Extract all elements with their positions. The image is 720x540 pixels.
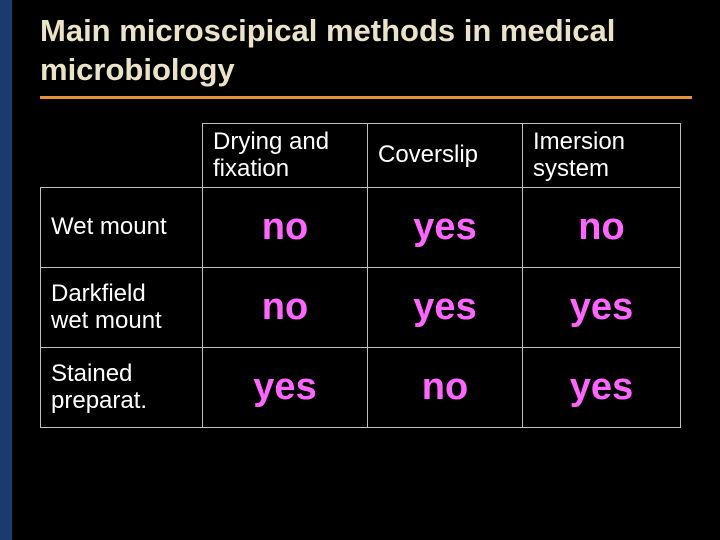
row-label: Stainedpreparat.: [41, 347, 203, 427]
cell-value: yes: [368, 267, 523, 347]
column-header: Imersion system: [523, 123, 681, 187]
cell-value: no: [523, 187, 681, 267]
cell-value: no: [203, 267, 368, 347]
slide-title: Main microscipical methods in medical mi…: [40, 12, 692, 99]
table-corner-cell: [41, 123, 203, 187]
cell-value: yes: [523, 347, 681, 427]
cell-value: no: [203, 187, 368, 267]
accent-bar: [0, 0, 12, 540]
table-row: Darkfieldwet mount no yes yes: [41, 267, 681, 347]
cell-value: yes: [203, 347, 368, 427]
row-label: Wet mount: [41, 187, 203, 267]
table: Drying and fixation Coverslip Imersion s…: [40, 123, 681, 428]
slide: Main microscipical methods in medical mi…: [0, 0, 720, 540]
cell-value: yes: [523, 267, 681, 347]
comparison-table: Drying and fixation Coverslip Imersion s…: [40, 123, 680, 428]
table-row: Wet mount no yes no: [41, 187, 681, 267]
table-row: Stainedpreparat. yes no yes: [41, 347, 681, 427]
cell-value: no: [368, 347, 523, 427]
table-header-row: Drying and fixation Coverslip Imersion s…: [41, 123, 681, 187]
row-label: Darkfieldwet mount: [41, 267, 203, 347]
column-header: Drying and fixation: [203, 123, 368, 187]
cell-value: yes: [368, 187, 523, 267]
column-header: Coverslip: [368, 123, 523, 187]
